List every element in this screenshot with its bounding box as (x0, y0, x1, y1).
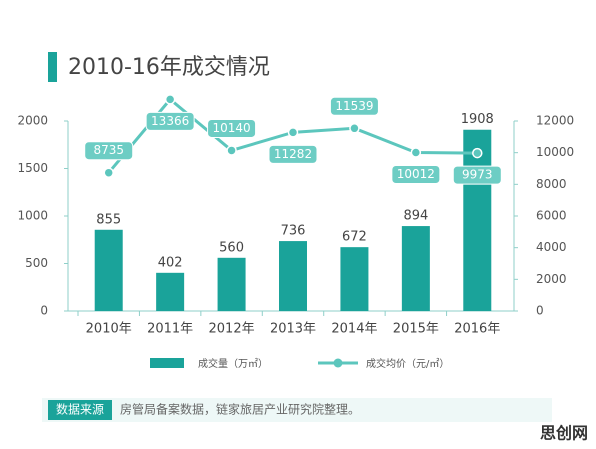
line-value-label: 8735 (93, 143, 124, 157)
source-text: 房管局备案数据，链家旅居产业研究院整理。 (120, 402, 360, 417)
line-value-label: 11539 (335, 99, 373, 113)
y-tick-label: 1000 (17, 209, 48, 223)
y2-tick-label: 6000 (536, 209, 567, 223)
value-box (207, 118, 257, 138)
legend-swatch-dot (333, 358, 343, 368)
legend-label: 成交量（万㎡） (198, 357, 268, 370)
value-box (391, 164, 441, 184)
y-tick-label: 0 (40, 304, 48, 318)
line-point (164, 94, 176, 105)
bar-value-label: 855 (96, 212, 121, 227)
y-tick-label: 1500 (17, 161, 48, 175)
y2-tick-label: 2000 (536, 272, 567, 286)
bar (217, 257, 246, 311)
bar (463, 129, 492, 311)
bar-value-label: 894 (403, 209, 428, 224)
watermark: 思创网 (540, 424, 588, 443)
x-tick-label: 2010年 (86, 322, 132, 337)
line-point (103, 167, 114, 178)
bar (156, 272, 185, 311)
line-value-label: 13366 (151, 114, 189, 128)
y-tick-label: 2000 (17, 114, 48, 128)
y2-tick-label: 8000 (536, 177, 567, 191)
line-point (287, 127, 299, 138)
legend-swatch (150, 358, 184, 368)
bar (401, 226, 430, 311)
value-box (84, 141, 134, 161)
y2-tick-label: 4000 (536, 240, 567, 254)
bar-value-label: 560 (219, 240, 244, 255)
y2-tick-label: 12000 (536, 114, 574, 128)
bar-value-label: 1908 (461, 112, 494, 127)
bar-value-label: 402 (158, 255, 183, 270)
source-strip (42, 398, 552, 422)
source-tag (48, 400, 112, 420)
bar (279, 241, 307, 311)
value-box (452, 165, 502, 185)
bar (94, 229, 123, 311)
bar-value-label: 672 (342, 230, 367, 245)
line-point (349, 123, 360, 134)
line-value-label: 10140 (212, 121, 250, 135)
line-point (472, 147, 483, 159)
value-box (268, 144, 318, 164)
bar-value-label: 736 (281, 224, 306, 239)
y-tick-label: 500 (25, 256, 48, 270)
y2-tick-label: 0 (536, 304, 544, 318)
source-label: 数据来源 (56, 402, 104, 417)
x-tick-label: 2015年 (393, 322, 439, 337)
x-tick-label: 2014年 (331, 322, 377, 337)
line-point (410, 147, 422, 158)
x-tick-label: 2012年 (209, 322, 255, 337)
bar (340, 247, 369, 311)
x-tick-label: 2011年 (147, 322, 193, 337)
line-value-label: 11282 (274, 147, 312, 161)
legend-label: 成交均价（元/㎡） (366, 357, 449, 370)
title-marker (48, 52, 57, 82)
line-value-label: 10012 (397, 167, 435, 181)
x-tick-label: 2013年 (270, 322, 316, 337)
value-box (145, 111, 195, 131)
x-tick-label: 2016年 (454, 322, 500, 337)
chart-title: 2010-16年成交情况 (68, 55, 270, 80)
value-box (329, 96, 379, 116)
line-value-label: 9973 (462, 168, 493, 182)
y2-tick-label: 10000 (536, 145, 574, 159)
line-point (226, 145, 237, 156)
